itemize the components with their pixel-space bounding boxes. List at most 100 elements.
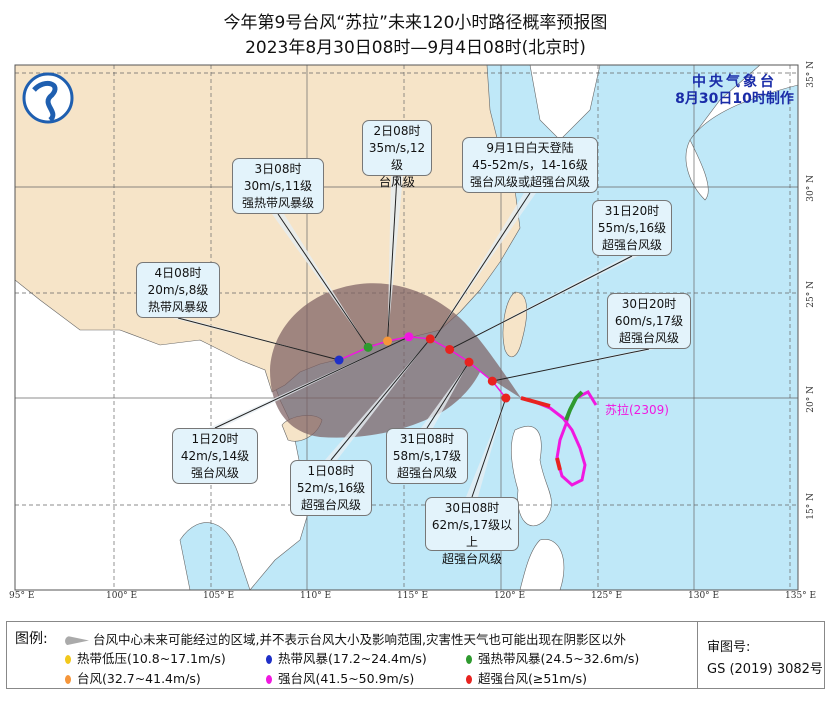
taiwan-island [502,291,528,358]
callout-line: 42m/s,14级 [180,449,250,463]
callout-line: 2日08时 [373,124,421,138]
callout-line: 强台风级或超强台风级 [469,175,590,189]
forecast-callout: 30日20时 60m/s,17级 超强台风级 [607,293,691,349]
forecast-callout: 1日20时 42m/s,14级 强台风级 [172,428,258,484]
luzon-island [510,425,552,527]
callout-line: 20m/s,8级 [147,283,209,297]
intensity-dot-icon [65,675,71,684]
callout-line: 30m/s,11级 [243,179,313,193]
cone-description: 台风中心未来可能经过的区域,并不表示台风大小及影响范围,灾害性天气也可能出现在阴… [93,632,626,647]
legend-divider [697,622,698,688]
forecast-callout: 31日20时 55m/s,16级 超强台风级 [592,200,672,256]
past-track-red [520,396,562,471]
legend-item: 热带风暴(17.2~24.4m/s) [266,648,427,667]
intensity-dot-icon [466,655,472,664]
legend-item: 热带低压(10.8~17.1m/s) [65,648,226,667]
intensity-dot-icon [266,675,272,684]
probability-cone [270,283,521,438]
review-label: 审图号: [707,640,751,655]
forecast-point[interactable] [383,336,393,346]
forecast-point[interactable] [445,344,455,354]
callout-line: 55m/s,16级 [597,221,667,235]
legend: 图例: 台风中心未来可能经过的区域,并不表示台风大小及影响范围,灾害性天气也可能… [6,621,825,689]
lon-tick: 100° E [106,591,138,601]
callout-leaders [172,175,655,498]
callout-line: 31日08时 [399,432,455,446]
legend-item-label: 强台风(41.5~50.9m/s) [278,671,415,686]
agency-stamp: 中央气象台 8月30日10时制作 [672,74,797,108]
callout-line: 31日20时 [604,204,660,218]
lon-tick: 115° E [397,591,429,601]
lon-tick: 135° E [785,591,817,601]
forecast-point[interactable] [487,376,497,386]
callout-line: 58m/s,17级 [392,449,462,463]
forecast-callout: 31日08时 58m/s,17级 超强台风级 [386,428,468,484]
review-number: GS (2019) 3082号 [707,662,823,677]
lon-tick: 130° E [688,591,720,601]
legend-item: 强台风(41.5~50.9m/s) [266,668,414,687]
forecast-point[interactable] [363,342,373,352]
philippines-south [519,539,565,590]
callout-line: 热带风暴级 [147,300,208,314]
forecast-callout: 30日08时 62m/s,17级以上 超强台风级 [425,497,519,566]
callout-line: 45-52m/s，14-16级 [472,158,588,172]
forecast-callout: 2日08时 35m/s,12级台风级 [362,120,432,189]
korea-japan-land [529,65,798,201]
legend-item-label: 热带低压(10.8~17.1m/s) [77,651,226,666]
legend-cone: 台风中心未来可能经过的区域,并不表示台风大小及影响范围,灾害性天气也可能出现在阴… [65,629,626,648]
lon-tick: 110° E [300,591,332,601]
callout-line: 52m/s,16级 [296,481,366,495]
callout-line: 强热带风暴级 [241,196,314,210]
past-track-green [564,390,584,421]
legend-item: 台风(32.7~41.4m/s) [65,668,201,687]
callout-line: 超强台风级 [441,552,502,566]
callout-line: 30日08时 [444,501,500,515]
callout-line: 超强台风级 [396,466,457,480]
forecast-point[interactable] [464,357,474,367]
intensity-dot-icon [266,655,272,664]
lat-tick: 15° N [806,493,816,520]
intensity-dot-icon [466,675,472,684]
legend-item-label: 强热带风暴(24.5~32.6m/s) [478,651,640,666]
lat-tick: 25° N [806,281,816,308]
forecast-point[interactable] [501,393,511,403]
lat-tick: 20° N [806,386,816,413]
forecast-point[interactable] [425,334,435,344]
callout-line: 4日08时 [154,266,202,280]
lat-tick: 30° N [806,175,816,202]
landfall-callout: 9月1日白天登陆 45-52m/s，14-16级 强台风级或超强台风级 [462,137,598,193]
callout-line: 60m/s,17级 [614,314,684,328]
callout-line: 超强台风级 [601,238,662,252]
forecast-callout: 1日08时 52m/s,16级 超强台风级 [290,460,372,516]
lon-tick: 120° E [494,591,526,601]
legend-label: 图例: [15,631,48,647]
forecast-point[interactable] [404,332,414,342]
callout-line: 强台风级 [190,466,239,480]
lon-tick: 95° E [9,591,35,601]
callout-line: 35m/s,12级 [368,141,426,172]
callout-line: 1日08时 [307,464,355,478]
legend-item: 超强台风(≥51m/s) [466,668,587,687]
typhoon-name-label: 苏拉(2309) [605,401,669,418]
intensity-dot-icon [65,655,71,664]
callout-line: 9月1日白天登陆 [486,141,574,155]
legend-item-label: 台风(32.7~41.4m/s) [77,671,201,686]
logo-icon [22,72,74,124]
issue-time: 8月30日10时制作 [675,91,794,107]
agency-name: 中央气象台 [692,74,777,90]
callout-line: 超强台风级 [618,331,679,345]
legend-item-label: 热带风暴(17.2~24.4m/s) [278,651,427,666]
callout-line: 3日08时 [254,162,302,176]
callout-line: 台风级 [378,175,415,189]
map-subtitle: 2023年8月30日08时—9月4日08时(北京时) [245,38,586,58]
typhoon-name: 苏拉(2309) [605,403,669,417]
lat-tick: 35° N [806,61,816,88]
map-frame [14,64,799,591]
forecast-point[interactable] [334,355,344,365]
cone-icon [65,635,89,646]
callout-line: 1日20时 [191,432,239,446]
callout-line: 30日20时 [621,297,677,311]
forecast-callout: 3日08时 30m/s,11级 强热带风暴级 [232,158,324,214]
legend-item-label: 超强台风(≥51m/s) [478,671,588,686]
